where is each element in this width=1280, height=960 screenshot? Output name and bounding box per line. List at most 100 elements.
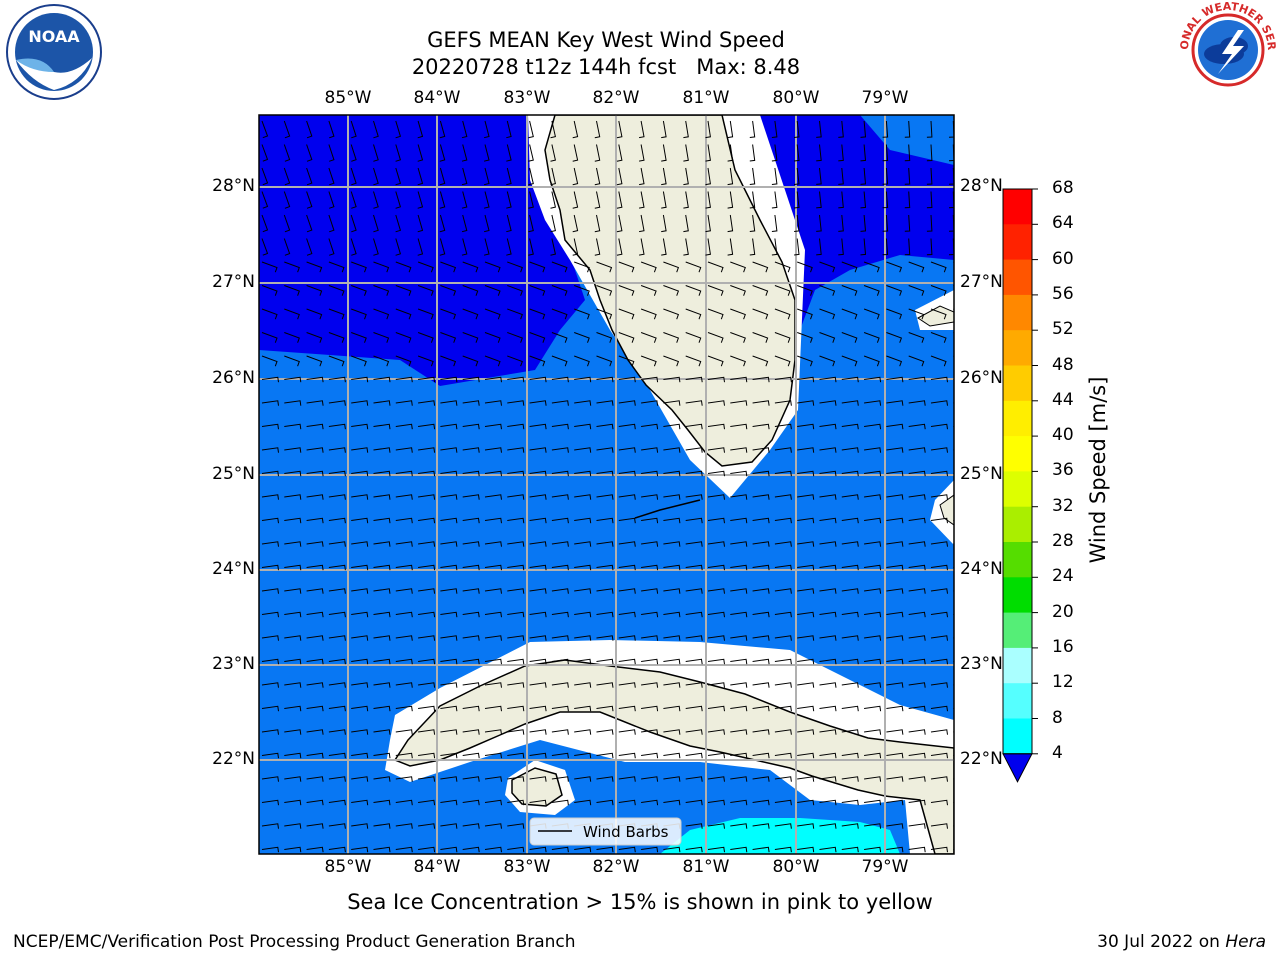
- wind-barb: [864, 752, 882, 759]
- wind-barb: [373, 191, 379, 209]
- wind-barb: [261, 776, 279, 782]
- wind-barb: [328, 214, 335, 233]
- wind-barb: [507, 494, 525, 500]
- wind-barb: [284, 423, 302, 430]
- wind-barb: [904, 144, 911, 162]
- wind-barb: [306, 423, 324, 430]
- wind-barb: [930, 799, 948, 806]
- wind-barb: [864, 494, 882, 500]
- colorbar-tick-label-4: 52: [1052, 319, 1074, 340]
- wind-barb: [373, 752, 391, 759]
- wind-barb: [641, 658, 659, 665]
- wind-barb: [797, 823, 815, 829]
- wind-barb: [328, 799, 346, 806]
- wind-barb: [551, 285, 568, 296]
- wind-barb: [506, 167, 512, 186]
- wind-barb: [572, 238, 579, 256]
- wind-barb: [395, 611, 413, 618]
- wind-barb: [797, 846, 815, 853]
- wind-barb: [730, 261, 746, 273]
- wind-barb: [351, 729, 369, 735]
- wind-barb: [886, 285, 903, 296]
- wind-barb: [752, 541, 770, 547]
- wind-barb: [439, 238, 446, 256]
- wind-barb: [641, 517, 659, 524]
- wind-barb: [351, 494, 369, 500]
- wind-barb: [705, 144, 711, 162]
- wind-barb: [864, 846, 882, 853]
- wind-barb: [596, 729, 614, 735]
- date-host: 30 Jul 2022 on Hera: [1097, 932, 1266, 952]
- wind-barb: [328, 823, 346, 829]
- wind-barb: [439, 191, 446, 209]
- wind-barb: [618, 541, 636, 547]
- wind-barb: [351, 285, 367, 296]
- wind-barb: [953, 496, 954, 498]
- wind-barb: [663, 776, 681, 782]
- wind-barb: [838, 238, 844, 256]
- wind-barb: [730, 400, 748, 406]
- wind-barb: [528, 167, 534, 186]
- wind-barb: [284, 332, 300, 343]
- wind-barb: [284, 470, 302, 477]
- wind-barb: [661, 144, 667, 162]
- wind-barb: [685, 776, 703, 782]
- wind-barb: [261, 120, 269, 139]
- wind-barb: [417, 308, 434, 320]
- wind-barb: [440, 541, 458, 547]
- wind-barb: [594, 238, 601, 256]
- wind-barb: [284, 823, 302, 829]
- wind-barb: [730, 541, 748, 547]
- wind-barb: [284, 447, 302, 453]
- wind-barb: [685, 823, 703, 829]
- wind-barb: [440, 447, 458, 453]
- wind-barb: [417, 285, 434, 296]
- wind-barb: [819, 705, 837, 712]
- wind-barb: [596, 588, 614, 594]
- wind-barb: [663, 400, 681, 406]
- colorbar-tick-label-9: 32: [1052, 495, 1074, 516]
- wind-barb: [440, 682, 458, 688]
- lat-label-left-3: 25°N: [212, 464, 255, 484]
- wind-barb: [439, 214, 446, 233]
- wind-barb: [618, 658, 636, 665]
- wind-barb: [752, 846, 770, 853]
- wind-barb: [418, 470, 436, 477]
- wind-barb: [596, 355, 613, 367]
- wind-barb: [529, 682, 547, 688]
- wind-barb: [641, 635, 659, 641]
- wind-barb: [863, 308, 880, 320]
- lon-label-top-0: 85°W: [324, 88, 372, 108]
- wind-barb: [685, 285, 702, 296]
- wind-barb: [484, 729, 502, 735]
- wind-barb: [395, 214, 402, 233]
- colorbar-tick-label-11: 24: [1052, 566, 1074, 587]
- wind-barb: [328, 308, 345, 320]
- wind-barb: [618, 799, 636, 806]
- wind-barb: [819, 447, 837, 453]
- wind-barb: [574, 308, 590, 320]
- wind-barb: [284, 611, 302, 618]
- wind-barb: [953, 449, 954, 451]
- wind-barb: [351, 564, 369, 571]
- wind-barb: [730, 588, 748, 594]
- wind-barb: [395, 776, 413, 782]
- wind-barb: [417, 120, 424, 139]
- wind-barb: [261, 588, 279, 594]
- wind-barb: [440, 776, 458, 782]
- wind-barb: [507, 799, 525, 806]
- wind-barb: [685, 517, 703, 524]
- wind-barb: [328, 494, 346, 500]
- wind-barb: [730, 846, 748, 853]
- wind-barb: [551, 752, 569, 759]
- wind-barb: [306, 120, 313, 139]
- wind-barb: [284, 799, 302, 806]
- wind-barb: [618, 355, 635, 367]
- wind-barb: [816, 167, 822, 185]
- wind-barb: [395, 447, 413, 453]
- wind-barb: [596, 494, 614, 500]
- wind-barb: [373, 541, 391, 547]
- wind-barb: [930, 517, 948, 524]
- lat-label-right-6: 22°N: [960, 749, 1003, 769]
- wind-barb: [794, 238, 800, 256]
